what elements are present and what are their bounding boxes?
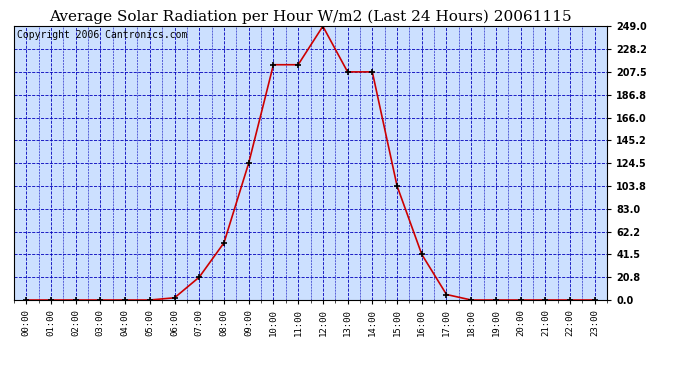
Text: Copyright 2006 Cantronics.com: Copyright 2006 Cantronics.com bbox=[17, 30, 187, 40]
Title: Average Solar Radiation per Hour W/m2 (Last 24 Hours) 20061115: Average Solar Radiation per Hour W/m2 (L… bbox=[49, 9, 572, 24]
